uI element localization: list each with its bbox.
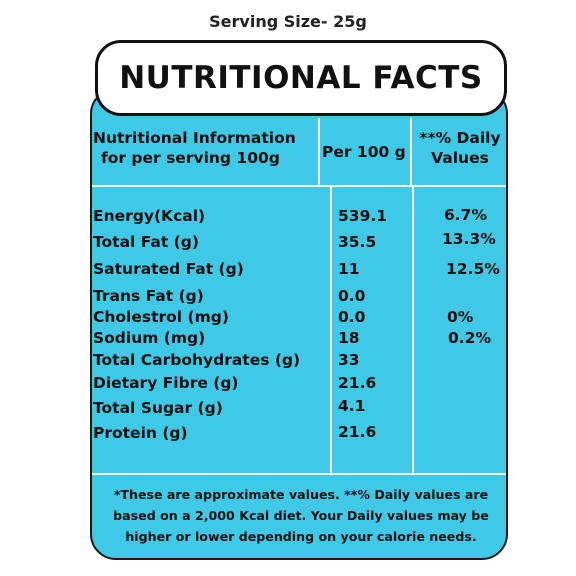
serving-size: Serving Size- 25g [209,12,367,31]
row-protein-per100: 21.6 [338,423,377,441]
footnote-line3: higher or lower depending on your calori… [125,529,477,544]
body-bottom-rule [92,473,506,475]
header-nutritional-info-line1: Nutritional Information [93,129,296,147]
title-box: NUTRITIONAL FACTS [95,40,507,116]
row-dietary-fibre-per100: 21.6 [338,374,377,392]
row-saturated-fat-daily: 12.5% [446,260,500,278]
header-daily-values: **% Daily Values [414,128,506,168]
page-title: NUTRITIONAL FACTS [119,60,483,96]
row-cholestrol-per100: 0.0 [338,308,366,326]
row-carbohydrates-name: Total Carbohydrates (g) [93,351,301,369]
row-sodium-daily: 0.2% [448,329,491,347]
row-energy-name: Energy(Kcal) [93,207,206,225]
header-bottom-rule [92,185,506,187]
row-total-fat-name: Total Fat (g) [93,233,199,251]
row-cholestrol-name: Cholestrol (mg) [93,308,229,326]
row-energy-per100: 539.1 [338,207,388,225]
body-divider-1 [330,186,332,474]
row-total-fat-per100: 35.5 [338,233,377,251]
row-trans-fat-per100: 0.0 [338,287,366,305]
header-daily-values-line2: Values [431,149,489,167]
header-daily-values-line1: **% Daily [419,129,501,147]
row-cholestrol-daily: 0% [447,308,474,326]
row-sodium-name: Sodium (mg) [93,329,206,347]
header-nutritional-info: Nutritional Information for per serving … [93,128,296,168]
row-protein-name: Protein (g) [93,424,188,442]
footnote: *These are approximate values. **% Daily… [100,484,502,547]
row-total-sugar-name: Total Sugar (g) [93,399,223,417]
row-saturated-fat-per100: 11 [338,260,360,278]
nutrition-panel [90,88,508,560]
row-total-fat-daily: 13.3% [442,230,496,248]
row-dietary-fibre-name: Dietary Fibre (g) [93,374,239,392]
row-trans-fat-name: Trans Fat (g) [93,287,204,305]
row-sodium-per100: 18 [338,329,360,347]
row-total-sugar-per100: 4.1 [338,397,366,415]
body-divider-2 [412,186,414,474]
footnote-line1: *These are approximate values. **% Daily… [113,487,489,502]
header-per-100g: Per 100 g [322,143,406,161]
row-energy-daily: 6.7% [444,206,487,224]
header-divider-1 [318,118,320,186]
row-saturated-fat-name: Saturated Fat (g) [93,260,244,278]
footnote-line2: based on a 2,000 Kcal diet. Your Daily v… [113,508,489,523]
row-carbohydrates-per100: 33 [338,351,360,369]
header-divider-2 [410,118,412,186]
header-nutritional-info-line2: for per serving 100g [101,149,280,167]
